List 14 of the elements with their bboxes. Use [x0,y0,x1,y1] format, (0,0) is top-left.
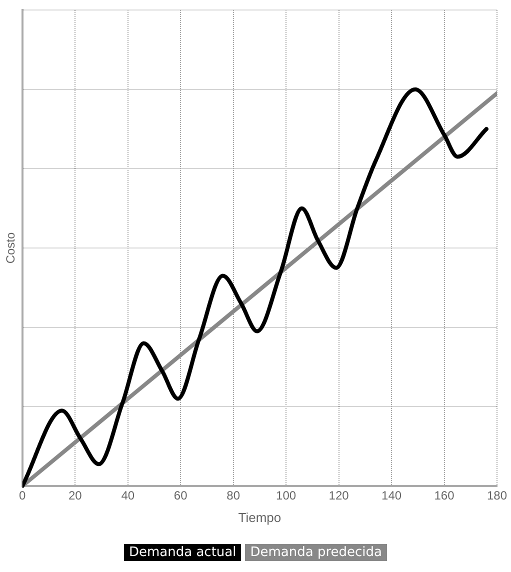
text: Demanda actual [124,544,242,561]
x-tick-label: 140 [382,488,402,503]
y-axis-title: Costo [4,232,18,264]
x-axis-title: Tiempo [238,510,282,525]
x-tick-label: 60 [174,488,188,503]
text: Demanda predecida [245,544,388,561]
x-tick-label: 120 [328,488,350,503]
x-tick-label: 80 [226,488,240,503]
x-tick-label: 100 [276,488,296,503]
x-tick-label: 40 [121,488,135,503]
x-tick-label: 20 [68,488,82,503]
x-tick-label: 0 [19,488,26,503]
x-tick-label: 160 [434,488,455,503]
x-tick-label: 180 [486,488,508,503]
